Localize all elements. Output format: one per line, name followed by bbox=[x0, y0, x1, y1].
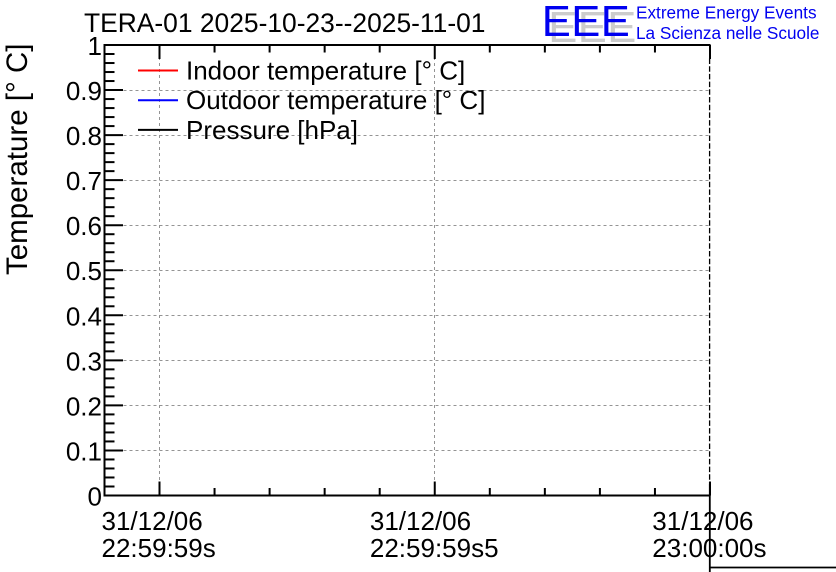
svg-text:22:59:59s: 22:59:59s bbox=[102, 533, 216, 563]
svg-text:31/12/06: 31/12/06 bbox=[652, 506, 753, 536]
svg-text:0.2: 0.2 bbox=[66, 391, 102, 421]
svg-text:23:00:00s: 23:00:00s bbox=[652, 533, 766, 563]
svg-text:1: 1 bbox=[88, 31, 102, 61]
svg-text:22:59:59s5: 22:59:59s5 bbox=[370, 533, 499, 563]
svg-text:Indoor temperature [° C]: Indoor temperature [° C] bbox=[186, 56, 465, 86]
svg-text:Outdoor temperature [° C]: Outdoor temperature [° C] bbox=[186, 85, 485, 115]
svg-text:0.7: 0.7 bbox=[66, 166, 102, 196]
svg-text:0.9: 0.9 bbox=[66, 76, 102, 106]
svg-text:31/12/06: 31/12/06 bbox=[370, 506, 471, 536]
svg-text:La Scienza nelle Scuole: La Scienza nelle Scuole bbox=[636, 23, 819, 43]
svg-text:0: 0 bbox=[88, 482, 102, 512]
svg-text:Temperature [° C]: Temperature [° C] bbox=[1, 44, 34, 276]
svg-text:0.8: 0.8 bbox=[66, 121, 102, 151]
svg-text:0.4: 0.4 bbox=[66, 301, 102, 331]
svg-text:TERA-01 2025-10-23--2025-11-01: TERA-01 2025-10-23--2025-11-01 bbox=[84, 8, 485, 38]
svg-text:EEE: EEE bbox=[548, 4, 636, 52]
svg-text:31/12/06: 31/12/06 bbox=[102, 506, 203, 536]
svg-text:Extreme Energy Events: Extreme Energy Events bbox=[636, 3, 817, 23]
svg-text:Pressure [hPa]: Pressure [hPa] bbox=[186, 115, 358, 145]
svg-text:0.3: 0.3 bbox=[66, 346, 102, 376]
svg-text:0.1: 0.1 bbox=[66, 436, 102, 466]
svg-text:0.6: 0.6 bbox=[66, 211, 102, 241]
svg-text:0.5: 0.5 bbox=[66, 256, 102, 286]
svg-text:EEE: EEE bbox=[542, 0, 630, 46]
